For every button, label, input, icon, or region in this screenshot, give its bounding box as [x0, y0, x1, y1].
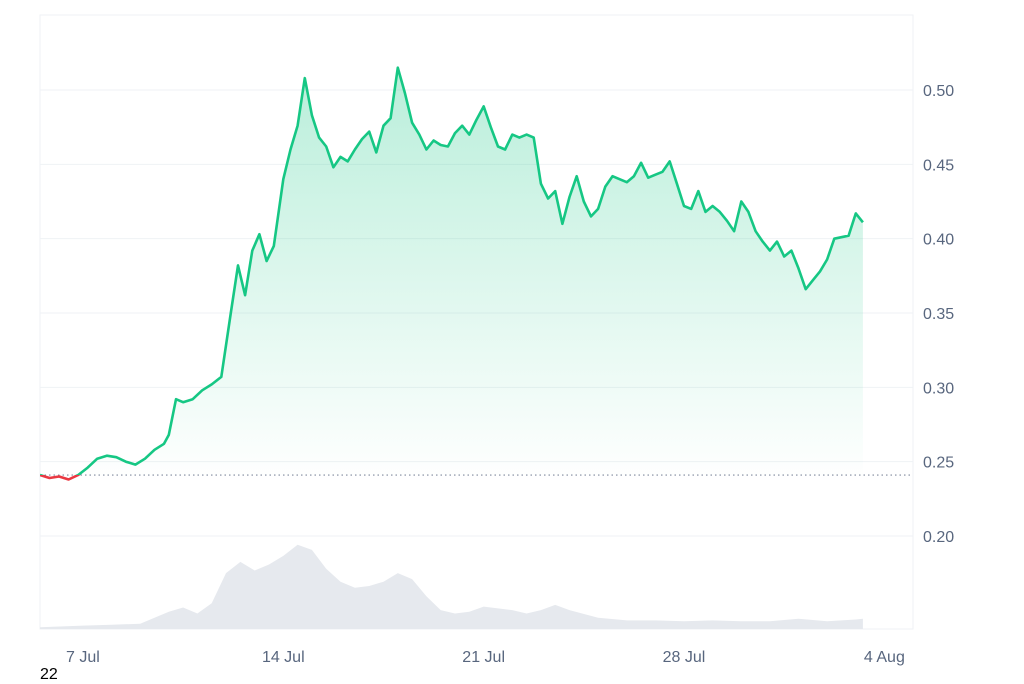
x-tick-label: 28 Jul: [663, 649, 706, 666]
price-area-fill: [40, 67, 863, 476]
y-tick-label: 0.50: [923, 83, 954, 100]
x-tick-label: 21 Jul: [462, 649, 505, 666]
price-area: [40, 67, 863, 476]
x-axis-ticks: 7 Jul 14 Jul 21 Jul 28 Jul 4 Aug: [66, 649, 905, 666]
x-tick-label: 14 Jul: [262, 649, 305, 666]
volume-area: [40, 544, 863, 629]
y-tick-label: 0.35: [923, 306, 954, 323]
y-tick-label: 0.40: [923, 232, 954, 249]
volume-shape: [40, 544, 863, 629]
y-tick-label: 0.20: [923, 529, 954, 546]
x-tick-label: 7 Jul: [66, 649, 100, 666]
price-lines: [40, 66, 864, 481]
x-tick-label: 4 Aug: [864, 649, 905, 666]
y-tick-label: 0.30: [923, 380, 954, 397]
price-line-up: [40, 66, 864, 476]
y-tick-label: 0.45: [923, 157, 954, 174]
corner-label: 22: [40, 666, 58, 683]
y-tick-label: 0.25: [923, 455, 954, 472]
y-axis-ticks: 0.20 0.25 0.30 0.35 0.40 0.45 0.50: [923, 83, 954, 546]
